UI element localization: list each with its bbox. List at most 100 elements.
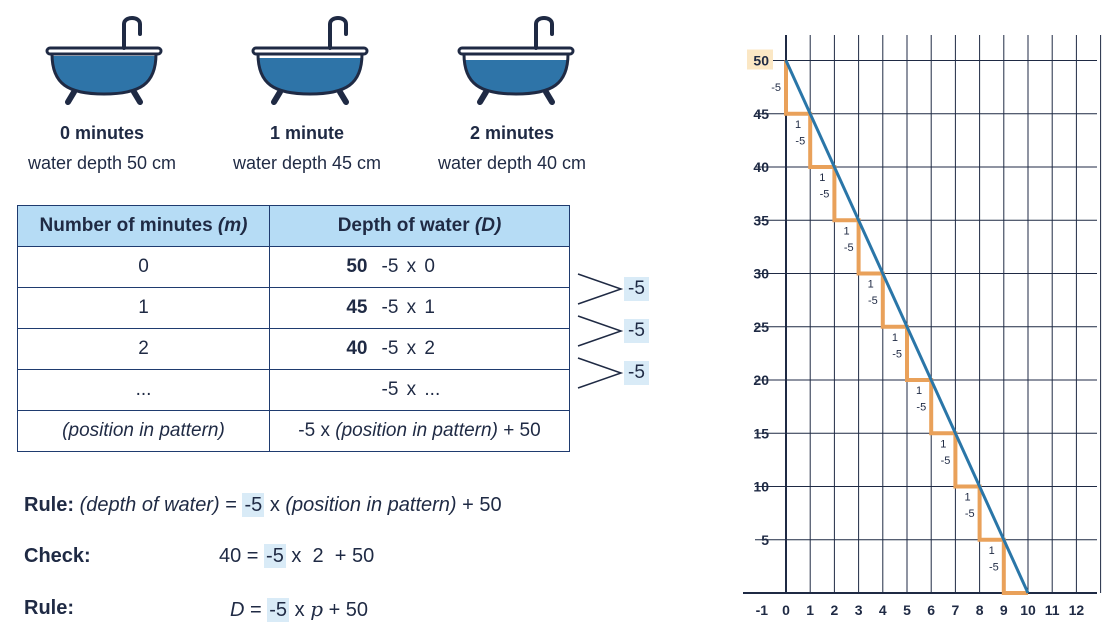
- rule-position-term: (position in pattern): [285, 494, 457, 516]
- rule2-constant: + 50: [328, 599, 369, 621]
- faucet: [122, 16, 142, 50]
- faucet: [534, 16, 554, 50]
- times-sign: x: [406, 379, 417, 400]
- header-minutes: Number of minutes (m): [17, 205, 270, 247]
- table-row: 1 45 -5 x 1: [17, 287, 570, 329]
- check-equation: 40 = -5 x 2 + 50: [219, 544, 375, 568]
- header-depth: Depth of water (D): [269, 205, 570, 247]
- multiplier: -5: [381, 256, 399, 277]
- position-value: ...: [424, 379, 441, 400]
- cell-minutes: 1: [17, 287, 270, 329]
- rise-label: -5: [771, 82, 781, 94]
- depth-label: water depth 40 cm: [437, 153, 587, 173]
- cell-depth: 50 -5 x 0: [269, 246, 570, 288]
- bathtub-caption-2: 2 minutes water depth 40 cm: [407, 118, 617, 178]
- rise-label: -5: [820, 189, 830, 201]
- rise-label: -5: [965, 508, 975, 520]
- depth-value: 45: [346, 297, 368, 318]
- x-tick-label: 7: [952, 602, 960, 618]
- multiplier: -5: [381, 297, 399, 318]
- cell-depth: 40 -5 x 2: [269, 328, 570, 370]
- times-sign: x: [406, 338, 417, 359]
- rule-symbolic-equation: D = -5 x p + 50: [230, 597, 368, 622]
- table-row: ... -5 x...: [17, 369, 570, 411]
- tub-leg: [65, 89, 77, 105]
- run-label: 1: [989, 545, 995, 557]
- y-tick-label: 20: [753, 372, 769, 388]
- y-tick-label: 10: [753, 479, 769, 495]
- check-label: Check:: [24, 545, 91, 567]
- tub-rim: [457, 46, 575, 56]
- x-tick-label: 10: [1020, 602, 1036, 618]
- cell-minutes-general: (position in pattern): [17, 410, 270, 452]
- difference-label: -5: [624, 277, 649, 301]
- tub-leg: [543, 89, 555, 105]
- rule-words: Rule: (depth of water) = -5 x (position …: [24, 493, 502, 517]
- bathtub-caption-0: 0 minutes water depth 50 cm: [0, 118, 207, 178]
- tub-leg: [477, 89, 489, 105]
- header-depth-text: Depth of water: [337, 215, 470, 236]
- minutes-label: 1 minute: [269, 123, 344, 143]
- y-tick-label: 40: [753, 159, 769, 175]
- run-label: 1: [819, 172, 825, 184]
- check-line: Check:: [24, 545, 91, 568]
- rule2-label: Rule:: [24, 597, 74, 619]
- times-sign: x: [406, 256, 417, 277]
- x-tick-label: 4: [879, 602, 887, 618]
- cell-minutes: 2: [17, 328, 270, 370]
- rise-label: -5: [868, 295, 878, 307]
- run-label: 1: [868, 279, 874, 291]
- tub-leg: [131, 89, 143, 105]
- rise-label: -5: [892, 348, 902, 360]
- table-header-row: Number of minutes (m) Depth of water (D): [17, 205, 570, 247]
- bathtub-caption-1: 1 minute water depth 45 cm: [202, 118, 412, 178]
- rise-label: -5: [989, 561, 999, 573]
- x-tick-label: 0: [782, 602, 790, 618]
- x-tick-label: 5: [903, 602, 911, 618]
- y-tick-label: 45: [753, 106, 769, 122]
- run-label: 1: [964, 492, 970, 504]
- minutes-label: 2 minutes: [469, 123, 555, 143]
- rule2-times: x: [294, 599, 305, 621]
- tub-body: [462, 52, 570, 96]
- rule-equals: =: [225, 494, 237, 516]
- y-tick-label: 15: [753, 425, 769, 441]
- x-tick-label: 2: [831, 602, 839, 618]
- rise-label: -5: [916, 402, 926, 414]
- rule-label: Rule:: [24, 494, 74, 516]
- y-tick-label: 30: [753, 266, 769, 282]
- rule-times: x: [269, 494, 280, 516]
- difference-label: -5: [624, 319, 649, 343]
- position-value: 2: [424, 338, 435, 359]
- run-label: 1: [892, 332, 898, 344]
- table-row: 2 40 -5 x 2: [17, 328, 570, 370]
- depth-series-line: [784, 59, 1030, 594]
- y-tick-label: 35: [753, 212, 769, 228]
- x-tick-label: 11: [1045, 602, 1060, 618]
- y-tick-label: 25: [753, 319, 769, 335]
- general-constant: + 50: [503, 420, 541, 441]
- rise-label: -5: [941, 455, 951, 467]
- general-position: (position in pattern): [335, 420, 498, 441]
- table-row-general: (position in pattern) -5 x (position in …: [17, 410, 570, 452]
- run-label: 1: [916, 385, 922, 397]
- check-rest: x 2 + 50: [291, 545, 375, 567]
- multiplier: -5: [381, 338, 399, 359]
- y-tick-label: 5: [761, 532, 769, 548]
- header-minutes-var: (m): [217, 215, 248, 236]
- depth-label: water depth 45 cm: [232, 153, 382, 173]
- difference-brackets: [577, 273, 624, 389]
- depth-label: water depth 50 cm: [27, 153, 177, 173]
- bathtub-1-icon: [251, 16, 369, 105]
- depth-value: 40: [346, 338, 368, 359]
- x-tick-label: 12: [1069, 602, 1085, 618]
- times-sign: x: [406, 297, 417, 318]
- cell-depth: -5 x...: [269, 369, 570, 411]
- rise-label: -5: [795, 135, 805, 147]
- depth-value: 50: [346, 256, 368, 277]
- rule-constant: + 50: [462, 494, 502, 516]
- y-tick-label: 50: [753, 53, 769, 69]
- rise-label: -5: [844, 242, 854, 254]
- rule2-multiplier: -5: [267, 598, 290, 622]
